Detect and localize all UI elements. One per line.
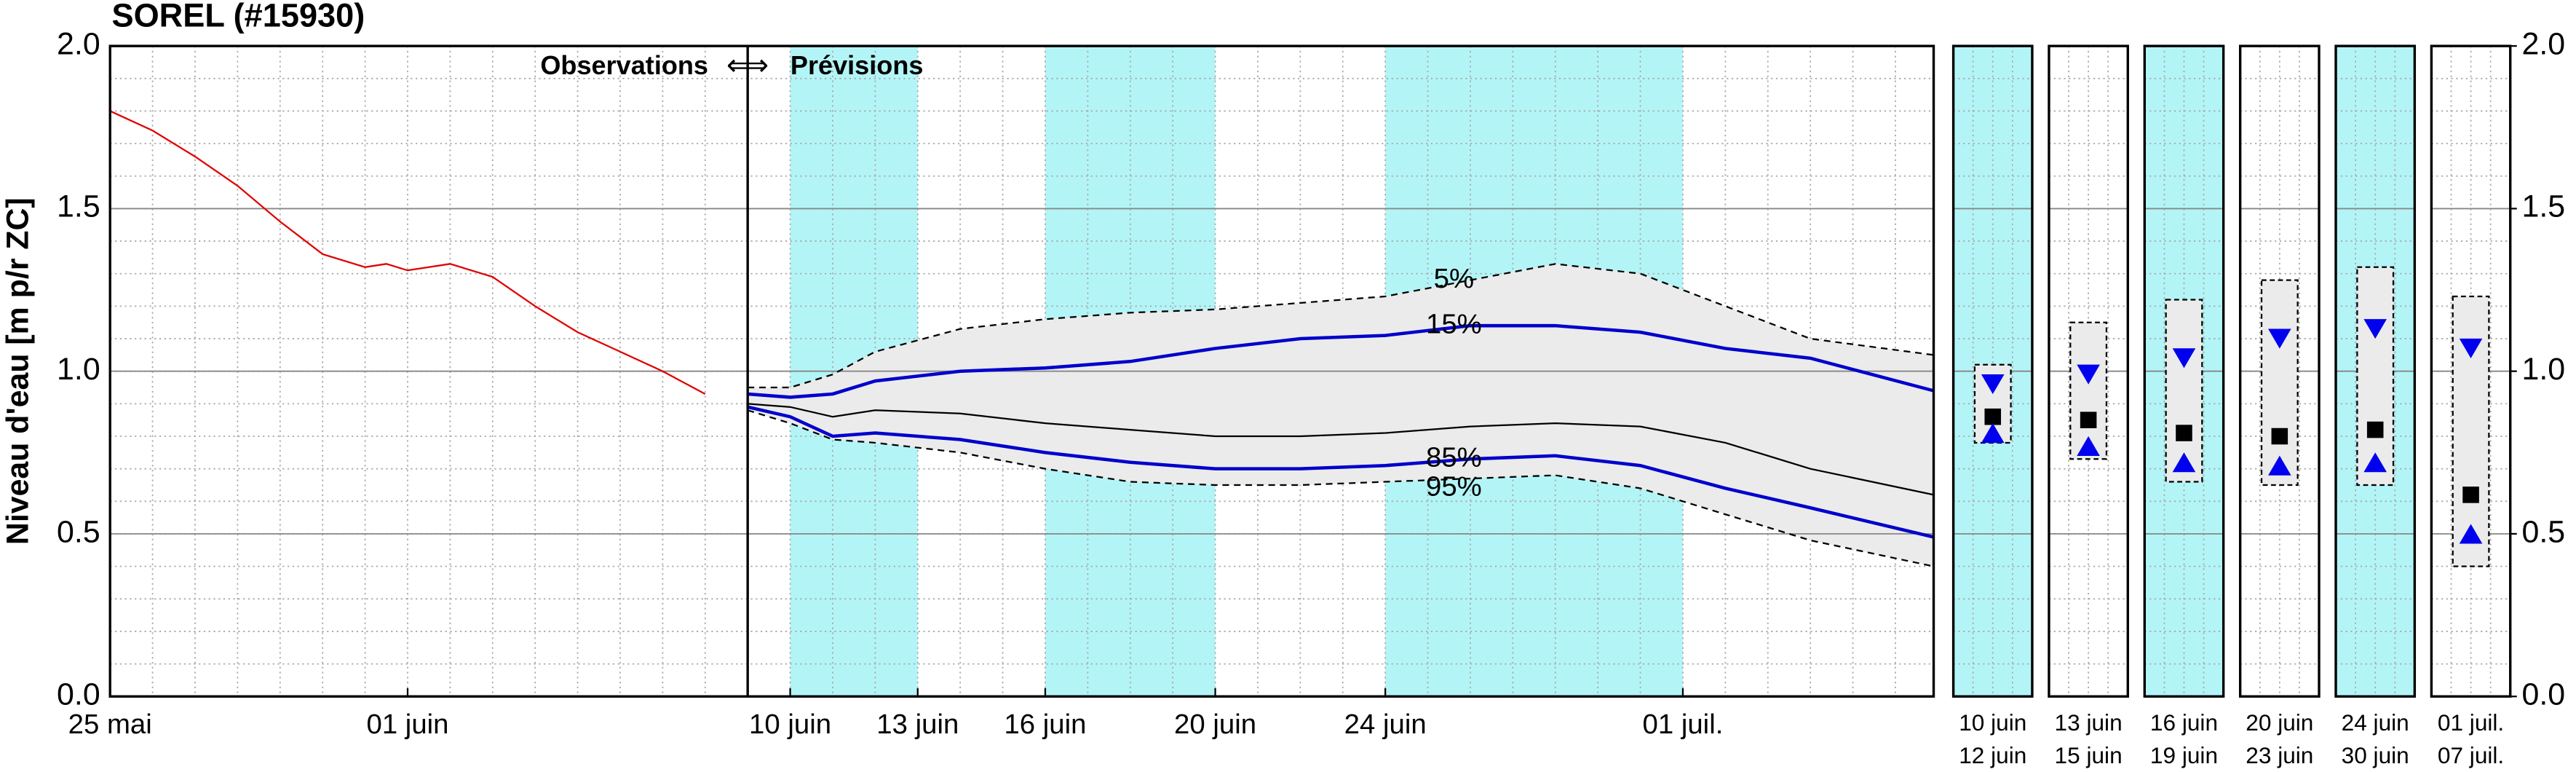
triangle-marker [2363, 452, 2387, 473]
divider-label: ⟺ [726, 48, 769, 82]
x-tick-label: 25 mai [68, 709, 152, 740]
panel-label: 01 juil. [2438, 709, 2504, 736]
triangle-marker [2268, 455, 2291, 476]
series-label: 5% [1434, 263, 1474, 294]
triangle-marker [2459, 524, 2483, 544]
y-tick-label: 0.0 [57, 677, 100, 712]
triangle-marker [2077, 364, 2100, 385]
panel-label: 12 juin [1959, 742, 2026, 768]
panel-frame [2334, 44, 2417, 698]
panel-label: 23 juin [2246, 742, 2313, 768]
triangle-marker [2459, 338, 2483, 358]
median-marker [2080, 411, 2097, 428]
panel-frame [2048, 44, 2129, 698]
y2-tick-label: 1.0 [2522, 352, 2566, 387]
triangle-marker [2268, 328, 2291, 349]
series-label: 15% [1426, 308, 1482, 339]
triangle-marker [2363, 319, 2387, 339]
y-tick-label: 0.5 [57, 514, 100, 549]
triangle-marker [2077, 436, 2100, 456]
panel-label: 13 juin [2055, 709, 2123, 736]
y-tick-label: 1.0 [57, 352, 100, 387]
x-tick-label: 20 juin [1174, 709, 1256, 740]
panel-frame [2238, 44, 2321, 698]
median-marker [2462, 487, 2479, 503]
x-tick-label: 01 juin [366, 709, 448, 740]
panel-label: 19 juin [2150, 742, 2218, 768]
panel-label: 16 juin [2150, 709, 2218, 736]
y2-tick-label: 0.5 [2522, 514, 2566, 549]
triangle-marker [2172, 452, 2196, 473]
range-box [2165, 299, 2203, 483]
x-tick-label: 01 juil. [1643, 709, 1724, 740]
data-line [748, 323, 1935, 399]
panel-frame [1951, 44, 2034, 698]
range-box [2260, 279, 2299, 487]
y2-tick-label: 0.0 [2522, 677, 2566, 712]
y-tick-label: 2.0 [57, 26, 100, 61]
panel-label: 07 juil. [2438, 742, 2504, 768]
median-marker [2176, 425, 2192, 441]
chart-title: SOREL (#15930) [111, 0, 365, 34]
y-axis-label: Niveau d'eau [m p/r ZC] [0, 197, 35, 545]
panel-label: 15 juin [2055, 742, 2123, 768]
data-line [747, 405, 1935, 539]
median-marker [1984, 408, 2002, 425]
y-tick-label: 1.5 [57, 189, 100, 224]
triangle-marker [1981, 423, 2005, 444]
panel-label: 20 juin [2246, 709, 2313, 736]
panel-label: 10 juin [1959, 709, 2026, 736]
median-marker [2366, 421, 2384, 438]
y2-tick-label: 2.0 [2522, 26, 2566, 61]
y2-tick-label: 1.5 [2522, 189, 2566, 224]
triangle-marker [2172, 348, 2196, 369]
divider-label: Prévisions [790, 50, 924, 80]
panel-frame [2143, 44, 2225, 698]
triangle-marker [1981, 374, 2005, 395]
panel-label: 24 juin [2342, 709, 2409, 736]
data-line [748, 403, 1934, 496]
data-line [747, 409, 1934, 567]
data-line [748, 263, 1934, 389]
divider-label: Observations [540, 50, 708, 80]
plot-frame [108, 44, 1935, 698]
range-box [2356, 266, 2395, 487]
median-marker [2271, 428, 2288, 445]
x-tick-label: 13 juin [876, 709, 959, 740]
panel-label: 30 juin [2342, 742, 2409, 768]
series-label: 95% [1426, 471, 1482, 503]
uncertainty-band [748, 264, 1934, 567]
x-tick-label: 24 juin [1344, 709, 1427, 740]
x-tick-label: 16 juin [1004, 709, 1086, 740]
x-tick-label: 10 juin [749, 709, 831, 740]
range-box [2452, 295, 2490, 567]
series-label: 85% [1426, 441, 1482, 473]
data-line [109, 110, 706, 395]
